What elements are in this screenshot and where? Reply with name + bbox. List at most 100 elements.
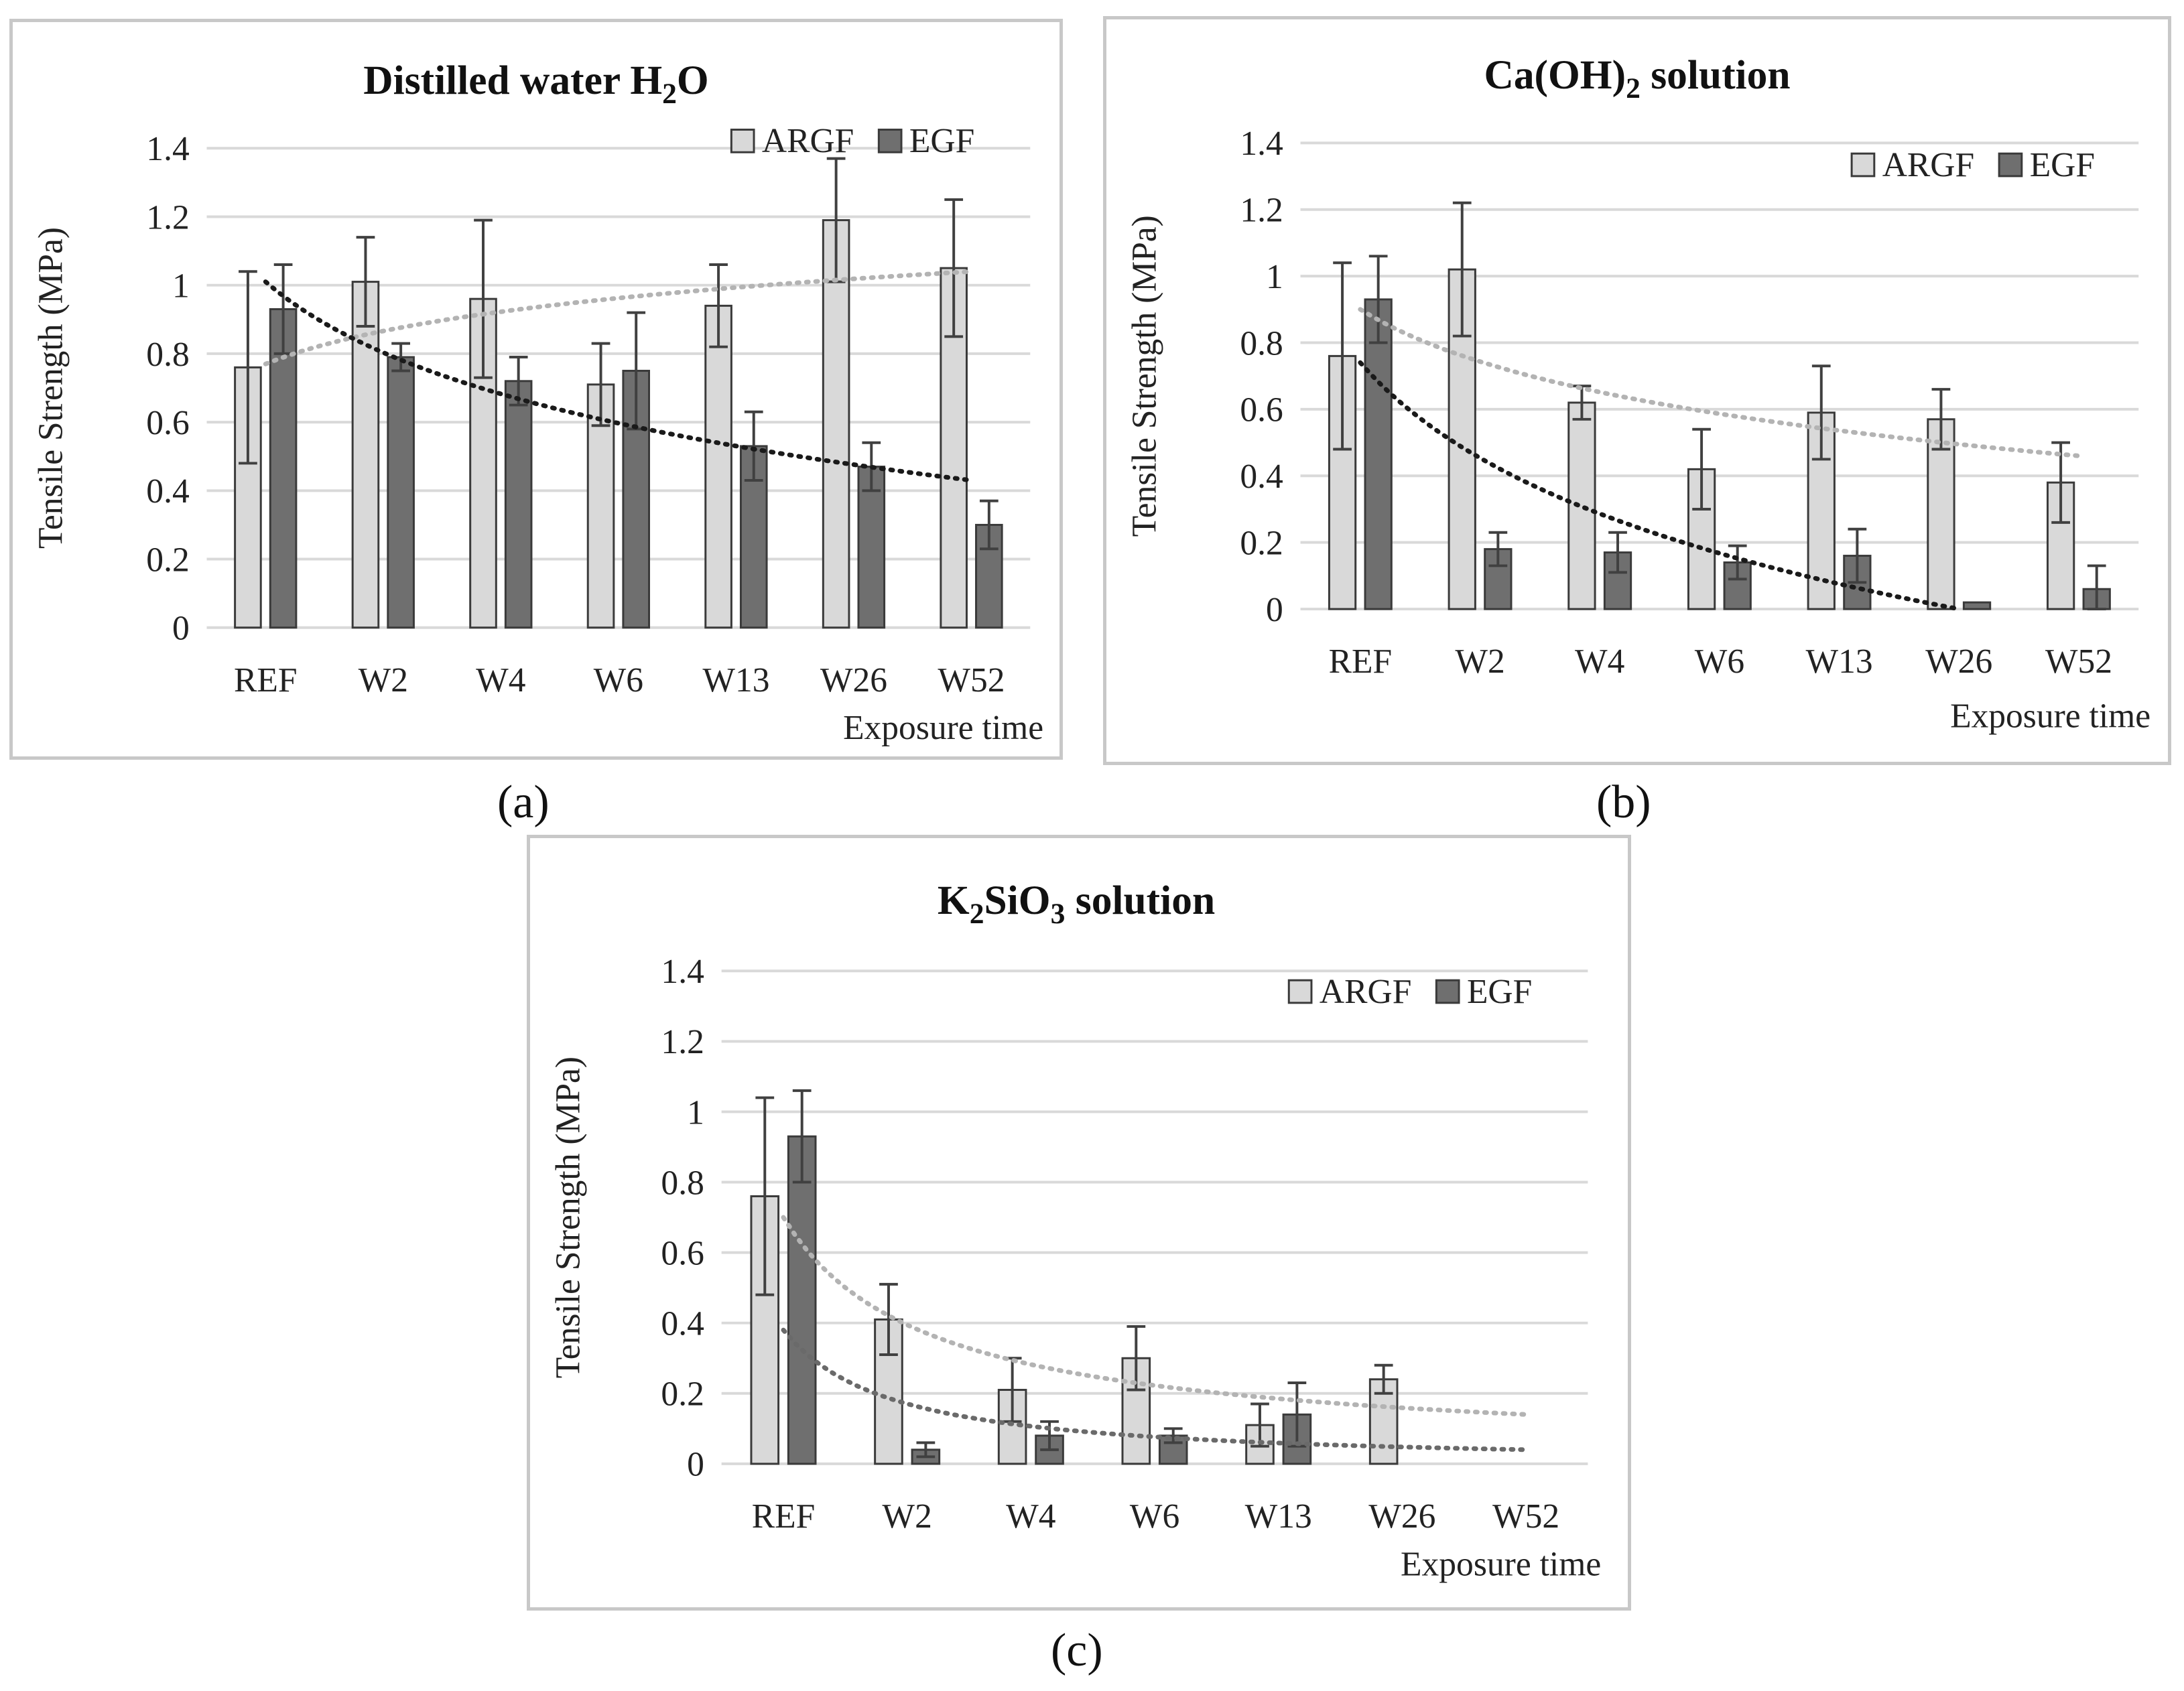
chart-k2sio3-solution: 0 0.2 0.4 0.6 0.8 1 1.2 1.4 K2SiO3 solution Tensi…: [527, 835, 1631, 1611]
legend-swatch-argf: [1850, 152, 1876, 178]
chart-distilled-water: 0 0.2 0.4 0.6 0.8 1 1.2 1.4 Distilled water H2O T…: [9, 19, 1063, 760]
chart-title-part: K: [938, 878, 970, 923]
y-tick-label: 0: [1266, 591, 1283, 629]
trendline-egf: [781, 1327, 1529, 1452]
chart-title-part: 3: [1051, 898, 1066, 930]
bar-egf: [269, 308, 298, 629]
legend-label-egf: EGF: [2030, 146, 2095, 184]
x-category-label: W4: [1575, 642, 1624, 681]
trendline-argf: [263, 269, 974, 366]
y-tick-label: 0.2: [661, 1375, 704, 1414]
error-bar: [916, 1441, 936, 1459]
error-bar: [239, 270, 257, 465]
x-category-label: REF: [234, 661, 297, 699]
error-bar: [1452, 201, 1472, 338]
bar-egf: [1962, 601, 1992, 610]
legend-swatch-egf: [1435, 979, 1460, 1004]
y-tick-label: 1: [1266, 258, 1283, 296]
y-tick-label: 1.4: [1240, 125, 1283, 163]
x-category-label: W26: [1368, 1497, 1435, 1536]
x-category-label: W13: [1245, 1497, 1312, 1536]
error-bar: [979, 499, 999, 551]
error-bar: [1488, 531, 1508, 567]
chart-svg-b: 0 0.2 0.4 0.6 0.8 1 1.2 1.4 Ca(OH)2 solution Tens…: [1125, 52, 2150, 735]
y-tick-label: 0.4: [1240, 458, 1283, 496]
chart-title-part: O: [677, 58, 709, 103]
x-category-label: W26: [820, 661, 887, 699]
chart-title-part: solution: [1065, 878, 1215, 923]
chart-title: Distilled water H2O: [363, 58, 708, 110]
bar-egf: [1364, 298, 1393, 610]
error-bar: [1572, 385, 1592, 421]
x-category-label: W2: [359, 661, 408, 699]
error-bar: [1811, 364, 1831, 461]
legend-label-argf: ARGF: [1882, 146, 1974, 184]
y-tick-label: 0: [172, 610, 190, 648]
x-axis-title: Exposure time: [1950, 697, 2150, 735]
error-bar: [1368, 255, 1388, 344]
chart-title-part: solution: [1641, 52, 1791, 98]
x-category-label: W2: [1455, 642, 1504, 681]
legend-label-argf: ARGF: [762, 122, 854, 160]
y-tick-label: 1: [172, 267, 190, 306]
error-bar: [1848, 527, 1867, 584]
x-category-label: W6: [1695, 642, 1744, 681]
error-bar: [879, 1282, 898, 1356]
error-bar: [1250, 1402, 1269, 1448]
error-bar: [2051, 441, 2070, 524]
error-bar: [356, 236, 375, 328]
error-bar: [1374, 1363, 1393, 1395]
y-tick-label: 1.2: [661, 1023, 704, 1061]
y-axis-title: Tensile Strength (MPa): [31, 227, 70, 549]
x-category-label: W13: [702, 661, 769, 699]
legend-swatch-argf: [730, 129, 755, 153]
bar-argf: [469, 297, 497, 629]
legend-swatch-argf: [1287, 979, 1313, 1004]
y-tick-label: 0.8: [146, 336, 189, 374]
panel-label-c: (c): [1051, 1625, 1103, 1676]
x-axis-title: Exposure time: [1401, 1545, 1601, 1583]
panel-label-b: (b): [1596, 776, 1651, 828]
error-bar: [1127, 1325, 1146, 1392]
error-bar: [391, 342, 411, 373]
chart-title-part: 2: [662, 78, 677, 110]
panel-label-a: (a): [497, 776, 550, 828]
y-tick-label: 0.6: [1240, 391, 1283, 429]
error-bar: [1692, 427, 1711, 511]
legend-label-egf: EGF: [1467, 973, 1532, 1011]
x-category-label: REF: [1329, 642, 1392, 681]
chart-caoh2-solution: 0 0.2 0.4 0.6 0.8 1 1.2 1.4 Ca(OH)2 solution Tens…: [1103, 16, 2171, 765]
bar-argf: [351, 281, 380, 629]
y-axis-title: Tensile Strength (MPa): [1125, 215, 1163, 537]
legend-label-argf: ARGF: [1320, 973, 1412, 1011]
error-bar: [755, 1096, 775, 1296]
y-tick-label: 0.2: [1240, 525, 1283, 563]
error-bar: [591, 342, 611, 427]
error-bar: [1728, 544, 1747, 581]
chart-title-part: SiO: [984, 878, 1051, 923]
x-category-label: W6: [594, 661, 643, 699]
error-bar: [709, 263, 728, 348]
bar-egf: [857, 466, 886, 629]
x-category-label: W4: [1006, 1497, 1055, 1536]
bar-argf: [1687, 468, 1716, 610]
y-tick-label: 0.8: [661, 1164, 704, 1202]
trendline-argf: [1358, 307, 2081, 458]
trendline-egf: [263, 279, 974, 483]
x-category-label: W4: [476, 661, 525, 699]
y-tick-label: 1.2: [1240, 192, 1283, 230]
legend: ARGF EGF: [1287, 973, 1532, 1011]
legend: ARGF EGF: [1850, 146, 2095, 184]
x-axis-title: Exposure time: [843, 709, 1043, 747]
x-category-label: W2: [882, 1497, 932, 1536]
bar-argf: [822, 219, 850, 629]
legend-swatch-egf: [877, 129, 903, 153]
error-bar: [792, 1089, 812, 1184]
chart-title-part: 2: [1626, 72, 1641, 105]
legend-swatch-egf: [1998, 152, 2023, 178]
x-category-label: REF: [752, 1497, 816, 1536]
error-bar: [744, 410, 763, 482]
chart-title-part: Ca(OH): [1484, 52, 1626, 98]
legend-label-egf: EGF: [909, 122, 974, 160]
y-tick-label: 1.4: [661, 953, 704, 991]
